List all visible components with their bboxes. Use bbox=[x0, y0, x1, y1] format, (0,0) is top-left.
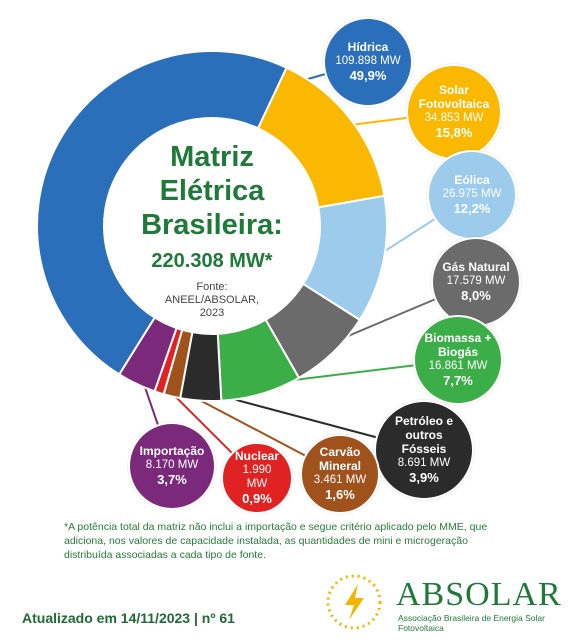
value-label: 1,6% bbox=[325, 487, 355, 502]
label-bubble: Solar Fotovoltaica 34.853 MW 15,8% bbox=[406, 64, 502, 160]
value-label: 7,7% bbox=[443, 373, 473, 388]
value-label: 3,9% bbox=[409, 470, 439, 485]
capacity: 17.579 MW bbox=[446, 275, 506, 287]
donut bbox=[36, 50, 477, 479]
value-label: 15,8% bbox=[435, 125, 473, 140]
label-bubble: Hídrica 109.898 MW 49,9% bbox=[323, 17, 413, 107]
slice bbox=[117, 316, 178, 393]
capacity: 3.461 MW bbox=[313, 474, 367, 486]
capacity: 26.975 MW bbox=[442, 188, 502, 200]
category-name: Hídrica bbox=[347, 40, 389, 54]
capacity: 109.898 MW bbox=[335, 55, 401, 67]
category-name: Biomassa + Biogás bbox=[424, 331, 492, 359]
chart-title: Matriz Elétrica Brasileira: bbox=[141, 141, 283, 241]
capacity: 34.853 MW bbox=[424, 112, 484, 124]
total: 220.308 MW* bbox=[151, 250, 273, 272]
label-bubble: Petróleo e outros Fósseis 8.691 MW 3,9% bbox=[374, 400, 474, 500]
capacity: 8.170 MW bbox=[145, 459, 199, 471]
value-label: 49,9% bbox=[349, 68, 387, 83]
value-label: 12,2% bbox=[453, 201, 491, 216]
category-name: Carvão Mineral bbox=[318, 445, 361, 473]
capacity: 1.990 MW bbox=[242, 464, 272, 490]
category-name: Petróleo e outros Fósseis bbox=[394, 414, 454, 456]
slice bbox=[36, 50, 288, 376]
value-label: 3,7% bbox=[157, 472, 187, 487]
label-bubble: Gás Natural 17.579 MW 8,0% bbox=[431, 237, 521, 327]
label-bubble: Importação 8.170 MW 3,7% bbox=[128, 422, 216, 510]
label-bubble: Biomassa + Biogás 16.861 MW 7,7% bbox=[413, 315, 503, 405]
logo-subtitle: Associação Brasileira de Energia Solar F… bbox=[398, 613, 545, 633]
label-bubble: Carvão Mineral 3.461 MW 1,6% bbox=[300, 434, 380, 514]
value-label: 8,0% bbox=[461, 288, 491, 303]
logo-sun bbox=[326, 574, 382, 630]
capacity: 8.691 MW bbox=[397, 457, 451, 469]
category-name: Importação bbox=[139, 444, 205, 458]
updated: Atualizado em 14/11/2023 | nº 61 bbox=[22, 610, 235, 626]
label-bubble: Eólica 26.975 MW 12,2% bbox=[427, 150, 517, 240]
category-name: Gás Natural bbox=[442, 260, 510, 274]
capacity: 16.861 MW bbox=[428, 360, 488, 372]
value-label: 0,9% bbox=[242, 491, 272, 506]
category-name: Nuclear bbox=[234, 449, 280, 463]
source: Fonte: ANEEL/ABSOLAR, 2023 bbox=[164, 281, 260, 319]
footnote: *A potência total da matriz não inclui a… bbox=[64, 521, 488, 561]
category-name: Solar Fotovoltaica bbox=[418, 83, 490, 111]
category-name: Eólica bbox=[454, 173, 490, 187]
logo-name: ABSOLAR bbox=[396, 576, 562, 613]
center-label: Matriz Elétrica Brasileira: 220.308 MW* … bbox=[122, 140, 302, 320]
label-bubble: Nuclear 1.990 MW 0,9% bbox=[221, 442, 293, 514]
